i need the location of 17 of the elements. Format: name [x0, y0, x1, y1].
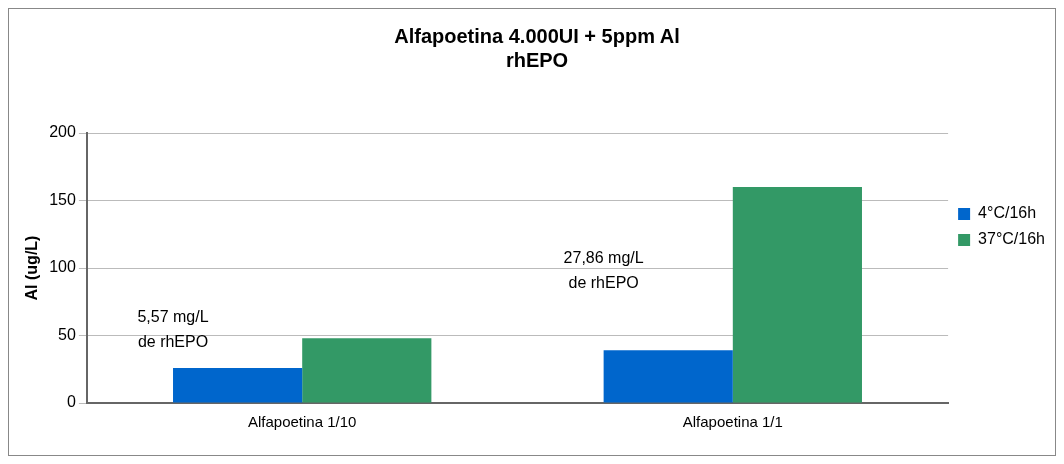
- bar: [732, 187, 862, 403]
- y-tick-label: 100: [49, 258, 76, 276]
- y-tick-label: 0: [66, 393, 76, 411]
- x-tick-label: Alfapoetina 1/10: [247, 413, 357, 431]
- bar: [173, 367, 303, 403]
- annotation: 27,86 mg/L de rhEPO: [563, 248, 644, 291]
- bar: [302, 338, 432, 403]
- chart-title: Alfapoetina 4.000UI + 5ppm Al rhEPO: [394, 24, 680, 71]
- y-tick-label: 150: [49, 190, 76, 208]
- bar: [603, 350, 733, 403]
- y-tick-label: 50: [58, 325, 76, 343]
- legend-label: 4°C/16h: [978, 204, 1037, 222]
- annotation: 5,57 mg/L de rhEPO: [137, 308, 209, 351]
- y-tick-label: 200: [49, 123, 76, 141]
- legend-label: 37°C/16h: [978, 230, 1045, 248]
- x-tick-label: Alfapoetina 1/1: [682, 413, 783, 431]
- y-axis-title: Al (ug/L): [23, 235, 41, 301]
